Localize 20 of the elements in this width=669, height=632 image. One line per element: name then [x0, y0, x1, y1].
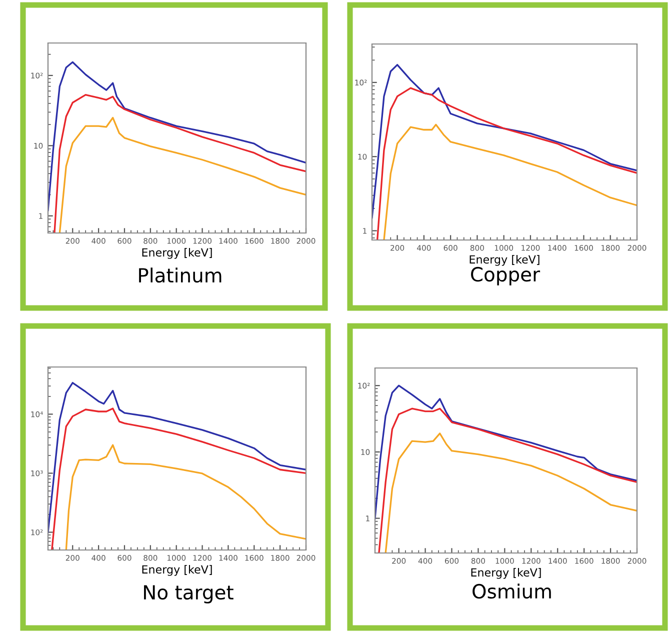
text: Platinum — [139, 268, 222, 283]
line-series — [372, 64, 637, 219]
text: No target — [144, 585, 234, 604]
line-series — [51, 408, 306, 550]
text: Copper — [471, 266, 540, 286]
line-series — [384, 432, 637, 553]
line-series — [54, 94, 306, 233]
line-series — [375, 384, 637, 520]
line-series — [48, 382, 306, 534]
x-axis-title: Energy [keV] — [470, 255, 540, 266]
text: Osmium — [472, 584, 551, 599]
line-series — [65, 444, 306, 550]
line-series — [376, 87, 637, 240]
line-series — [58, 116, 306, 233]
line-series — [383, 124, 637, 240]
x-axis-title: Energy [keV] — [471, 568, 541, 579]
line-series — [378, 408, 637, 553]
x-axis-title: Energy [keV] — [142, 248, 212, 259]
line-series — [48, 61, 306, 212]
x-axis-title: Energy [keV] — [142, 565, 212, 576]
